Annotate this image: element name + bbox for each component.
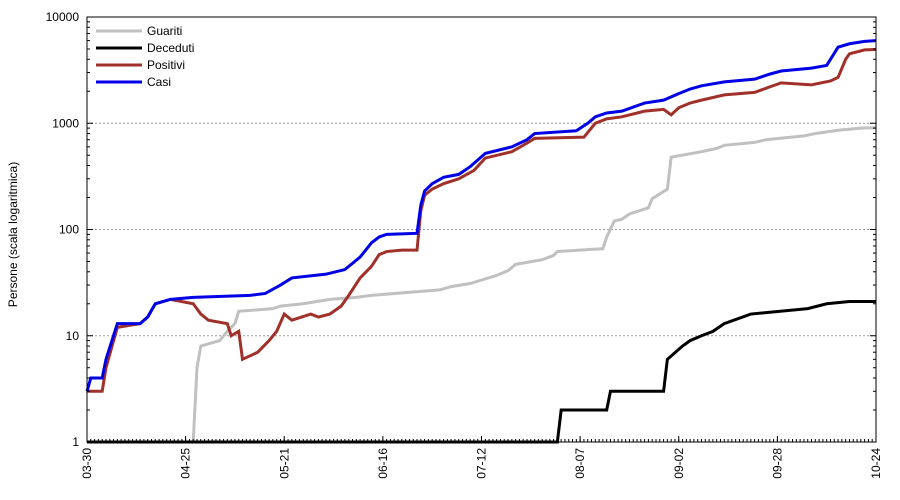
legend-label-positivi: Positivi — [147, 58, 185, 72]
plot-frame — [86, 16, 877, 443]
legend-label-casi: Casi — [147, 75, 171, 89]
gridlines — [87, 122, 876, 337]
legend: Guariti Deceduti Positivi Casi — [96, 24, 194, 89]
y-tick-label: 1000 — [52, 116, 79, 130]
x-tick-label: 04-25 — [179, 448, 193, 479]
y-tick-label: 10000 — [46, 10, 80, 24]
legend-label-deceduti: Deceduti — [147, 41, 194, 55]
x-tick-label: 09-28 — [770, 448, 784, 479]
x-tick-label: 03-30 — [80, 448, 94, 479]
series-line-deceduti — [87, 300, 876, 444]
y-tick-label: 10 — [66, 329, 80, 343]
x-tick-label: 06-16 — [376, 448, 390, 479]
legend-label-guariti: Guariti — [147, 24, 182, 38]
x-axis: 03-30 04-25 05-21 06-16 07-12 08-07 09-02 09-28… — [80, 436, 883, 479]
y-axis: 1 10 100 1000 10000 — [46, 10, 876, 449]
x-tick-label: 05-21 — [277, 448, 291, 479]
y-tick-label: 100 — [59, 223, 79, 237]
y-axis-title: Persone (scala logaritmica) — [6, 162, 20, 307]
series-line-casi — [85, 39, 877, 392]
x-tick-label: 10-24 — [869, 448, 883, 479]
series-line-guariti — [87, 126, 877, 444]
y-tick-label: 1 — [72, 435, 79, 449]
x-tick-label: 09-02 — [672, 448, 686, 479]
series-lines — [85, 39, 877, 444]
x-tick-label: 08-07 — [573, 448, 587, 479]
x-tick-label: 07-12 — [475, 448, 489, 479]
series-line-positivi — [87, 47, 877, 393]
